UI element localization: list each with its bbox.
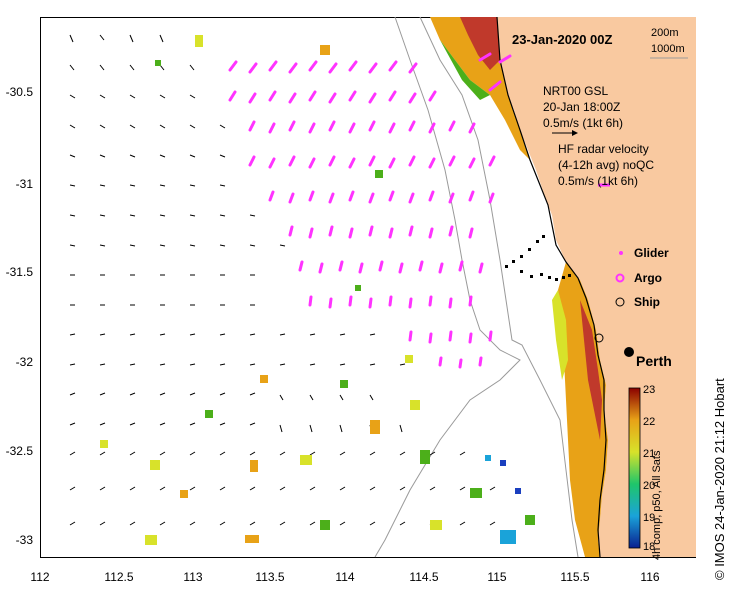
- y-tick: -31: [15, 177, 33, 191]
- x-tick: 114: [335, 570, 355, 584]
- sst-coastal-band: [430, 17, 530, 160]
- nrt-line2: 20-Jan 18:00Z: [543, 100, 621, 114]
- x-tick: 113.5: [255, 570, 285, 584]
- colorbar-tick: 21: [643, 448, 656, 460]
- nrt-model-vectors: [69, 34, 496, 526]
- x-tick: 114.5: [409, 570, 439, 584]
- nrt-line1: NRT00 GSL: [543, 84, 609, 98]
- colorbar-tick: 19: [643, 512, 656, 524]
- nrt-line3: 0.5m/s (1kt 6h): [543, 116, 624, 130]
- colorbar-tick: 20: [643, 480, 656, 492]
- glider-track: [505, 235, 571, 281]
- y-tick: -30.5: [5, 85, 33, 99]
- colorbar-tick: 18: [643, 541, 656, 553]
- land-area: [496, 17, 696, 557]
- ship-icon: [615, 297, 625, 307]
- y-tick: -32: [15, 355, 33, 369]
- x-tick: 113: [183, 570, 203, 584]
- y-tick: -33: [15, 533, 33, 547]
- map-title: 23-Jan-2020 00Z: [512, 32, 613, 47]
- colorbar-tick: 23: [643, 384, 656, 396]
- x-tick: 115: [487, 570, 507, 584]
- x-tick: 112.5: [104, 570, 134, 584]
- argo-icon: [615, 273, 625, 283]
- place-perth: Perth: [636, 353, 672, 369]
- contour-200m: [419, 16, 579, 558]
- hf-line1: HF radar velocity: [558, 142, 649, 156]
- hf-line2: (4-12h avg) noQC: [558, 158, 655, 172]
- sst-patches: [100, 35, 535, 545]
- colorbar: [628, 387, 641, 549]
- credit-text: © IMOS 24-Jan-2020 21:12 Hobart: [712, 378, 727, 580]
- legend-ship: Ship: [634, 295, 660, 309]
- coastline: [496, 16, 607, 558]
- x-tick: 116: [640, 570, 660, 584]
- perth-marker: [624, 347, 634, 357]
- x-tick: 112: [30, 570, 50, 584]
- y-tick: -31.5: [5, 265, 33, 279]
- colorbar-label: 4h comp, p50, All Sats: [651, 450, 663, 560]
- contour-legend-b: 1000m: [651, 43, 685, 55]
- legend-argo: Argo: [634, 271, 662, 285]
- glider-icon: [619, 251, 623, 255]
- hf-radar-vectors: [228, 52, 512, 369]
- ship-marker: [594, 333, 604, 343]
- hf-line3: 0.5m/s (1kt 6h): [558, 174, 639, 188]
- contour-legend-a: 200m: [651, 27, 679, 39]
- colorbar-tick: 22: [643, 416, 656, 428]
- x-tick: 115.5: [560, 570, 590, 584]
- y-tick: -32.5: [5, 444, 33, 458]
- legend-glider: Glider: [634, 246, 669, 260]
